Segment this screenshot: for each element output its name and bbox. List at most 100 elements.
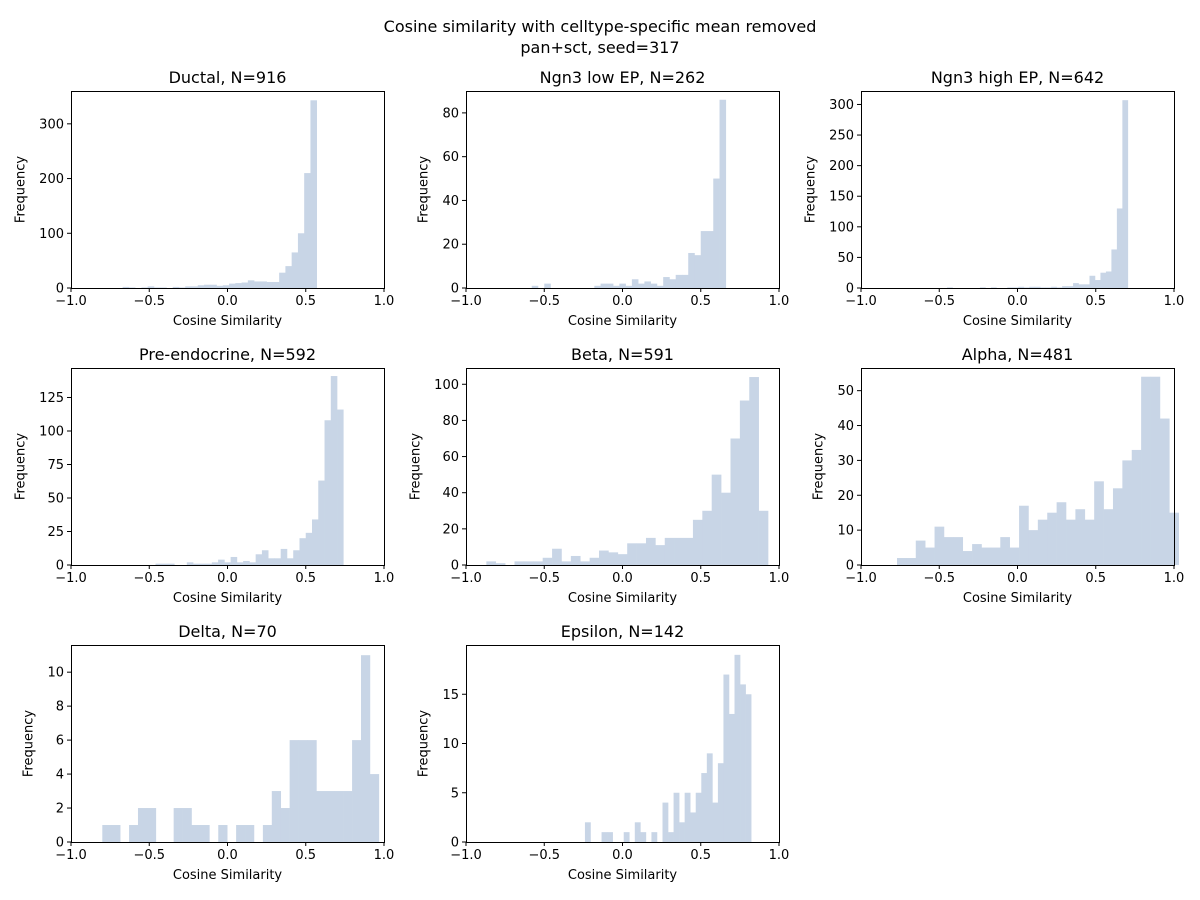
histogram-bar <box>236 562 244 565</box>
histogram-bar <box>1047 512 1057 565</box>
histogram-bar <box>218 825 228 842</box>
histogram-bar <box>486 561 497 565</box>
histogram-bar <box>216 285 224 288</box>
histogram-bar <box>247 280 255 288</box>
histogram-bar <box>1141 376 1151 565</box>
y-tick-label: 5 <box>451 786 459 801</box>
y-tick-label: 125 <box>39 391 64 406</box>
histogram-bar <box>1012 287 1019 288</box>
y-tick-label: 0 <box>846 282 854 297</box>
histogram-bar <box>262 825 273 842</box>
x-tick-label: 0.0 <box>217 294 238 309</box>
histogram-bars <box>896 376 1179 565</box>
figure-title: Cosine similarity with celltype-specific… <box>383 17 817 36</box>
histogram-bar <box>934 526 945 565</box>
histogram-bar <box>673 792 680 842</box>
x-tick-label: −0.5 <box>133 294 165 309</box>
histogram-bar <box>204 284 211 288</box>
x-tick-label: 0.5 <box>295 848 316 863</box>
y-tick-label: 200 <box>829 159 854 174</box>
histogram-bar <box>312 519 319 565</box>
histogram-bar <box>274 558 282 565</box>
histogram-bar <box>280 548 288 565</box>
histogram-bar <box>111 825 121 842</box>
y-tick-label: 0 <box>846 559 854 574</box>
histogram-bar <box>1122 460 1133 565</box>
histogram-bars <box>584 654 752 842</box>
histogram-bar <box>634 822 641 842</box>
histogram-bar <box>218 559 225 565</box>
histogram-bar <box>268 558 275 565</box>
y-tick-label: 20 <box>837 489 854 504</box>
subplot-6: −1.0 −0.5 0.0 0.5 1.0 0 10 20 30 40 50 Alpha, N=481… <box>812 345 1185 606</box>
y-tick-label: 2 <box>56 802 64 817</box>
histogram-bar <box>1019 505 1029 565</box>
histogram-bar <box>285 266 292 288</box>
x-axis-label: Cosine Similarity <box>963 314 1073 329</box>
x-tick-label: −1.0 <box>845 571 877 586</box>
y-tick-label: 4 <box>56 768 64 783</box>
histogram-bar <box>199 563 206 565</box>
x-tick-label: 0.0 <box>1007 294 1028 309</box>
histogram-bar <box>241 282 249 288</box>
histogram-bar <box>601 832 608 842</box>
histogram-bar <box>307 740 317 842</box>
histogram-bar <box>655 545 666 565</box>
subplot-2: −1.0 −0.5 0.0 0.5 1.0 0 20 40 60 80 Ngn3 low EP, N… <box>417 68 790 329</box>
y-tick-label: 15 <box>442 688 459 703</box>
x-tick-label: −0.5 <box>528 294 560 309</box>
x-tick-label: 1.0 <box>1164 571 1185 586</box>
histogram-bar <box>712 802 719 842</box>
histogram-bar <box>1028 530 1039 565</box>
histogram-bar <box>297 233 305 288</box>
x-tick-label: 0.5 <box>1085 294 1106 309</box>
histogram-bar <box>1073 283 1079 288</box>
histogram-bar <box>740 684 746 842</box>
histogram-bar <box>594 285 601 288</box>
y-tick-label: 200 <box>39 172 64 187</box>
histogram-bar <box>644 281 651 288</box>
histogram-bar <box>310 100 318 288</box>
histogram-bar <box>561 561 572 565</box>
histogram-bar <box>962 551 973 565</box>
histogram-bar <box>153 287 161 288</box>
histogram-bar <box>1131 449 1142 565</box>
histogram-bar <box>570 555 581 565</box>
y-axis-label: Frequency <box>13 433 28 500</box>
histogram-bar <box>723 674 730 842</box>
histogram-bar <box>542 557 553 565</box>
histogram-bar <box>1116 208 1123 288</box>
histogram-bar <box>1089 275 1096 288</box>
x-tick-label: 1.0 <box>374 294 395 309</box>
histogram-bar <box>1045 287 1052 288</box>
y-tick-label: 40 <box>442 194 459 209</box>
histogram-bar <box>318 480 325 565</box>
histogram-bar <box>906 558 917 565</box>
x-tick-label: 0.5 <box>295 571 316 586</box>
histogram-bar <box>915 540 926 565</box>
x-tick-label: 1.0 <box>769 294 790 309</box>
histogram-bar <box>721 492 731 565</box>
histogram-bar <box>702 510 713 565</box>
x-tick-label: 0.0 <box>217 848 238 863</box>
histogram-bar <box>334 791 344 842</box>
histogram-bar <box>1100 272 1107 288</box>
figure-subtitle: pan+sct, seed=317 <box>520 38 680 57</box>
histogram-bar <box>711 474 722 565</box>
histogram-bar <box>1084 519 1095 565</box>
histogram-bar <box>298 740 308 842</box>
histogram-bar <box>330 376 338 565</box>
x-tick-label: 0.0 <box>612 294 633 309</box>
histogram-bar <box>749 377 759 565</box>
histogram-bar <box>1056 502 1067 565</box>
y-axis-label: Frequency <box>13 156 28 223</box>
histogram-bar <box>495 563 506 565</box>
histogram-bar <box>230 556 238 565</box>
histogram-bar <box>664 537 675 565</box>
histogram-bar <box>137 808 148 842</box>
histogram-bar <box>178 287 186 288</box>
histogram-bar <box>210 284 217 288</box>
histogram-bar <box>896 558 907 565</box>
histogram-bar <box>651 832 658 842</box>
